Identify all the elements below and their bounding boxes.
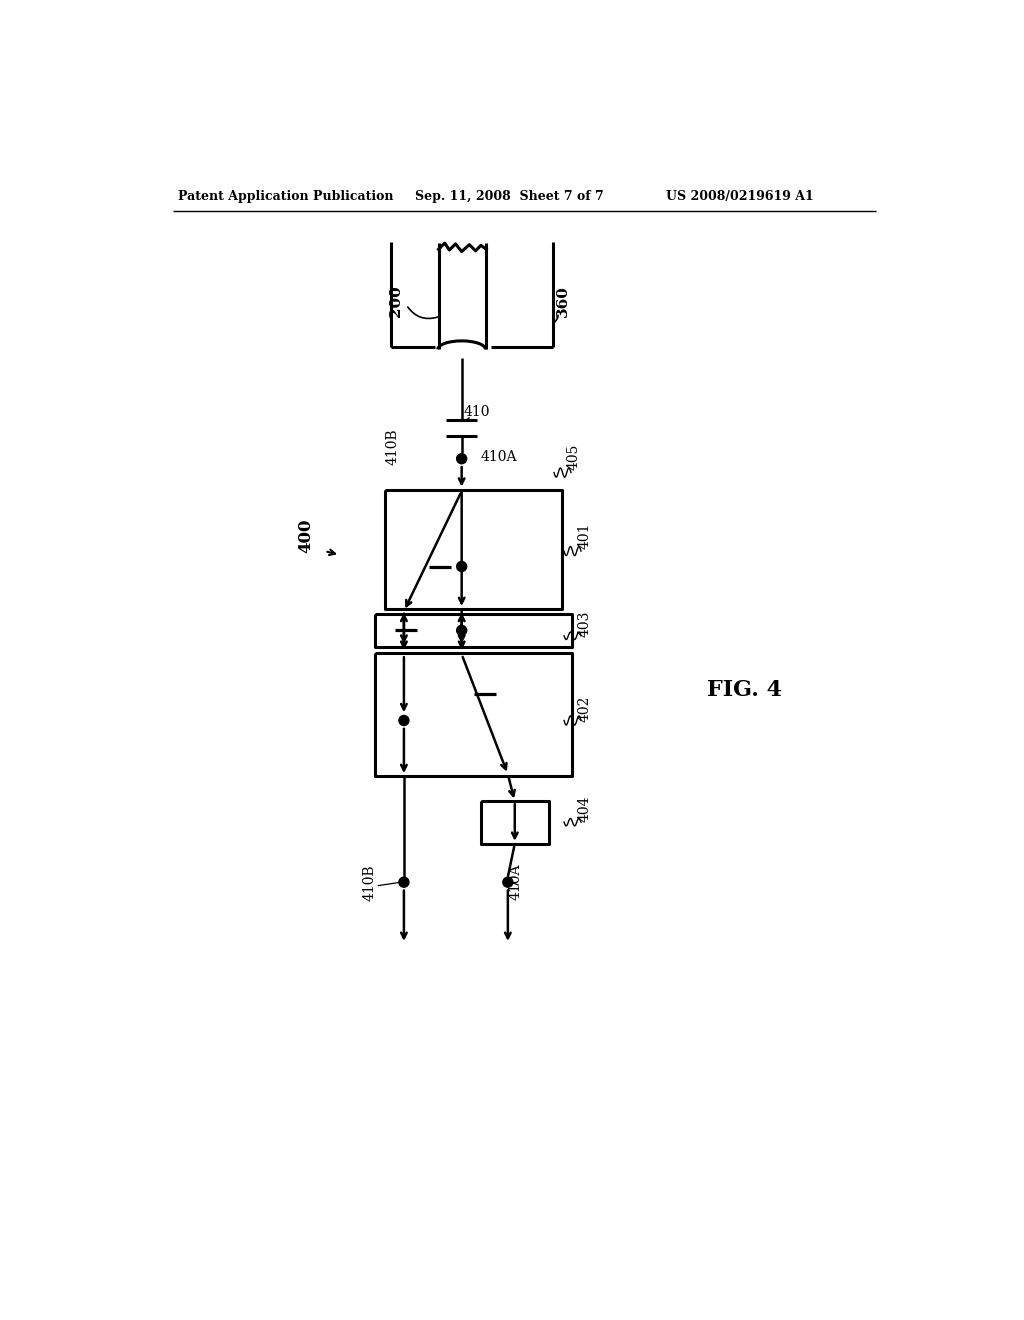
Circle shape — [457, 454, 467, 463]
Text: 400: 400 — [298, 519, 314, 553]
Circle shape — [503, 878, 513, 887]
Text: 410: 410 — [464, 405, 490, 420]
Circle shape — [399, 878, 409, 887]
Text: Sep. 11, 2008  Sheet 7 of 7: Sep. 11, 2008 Sheet 7 of 7 — [416, 190, 604, 203]
Text: 410B: 410B — [385, 429, 399, 466]
Text: 401: 401 — [578, 523, 592, 549]
Text: 402: 402 — [578, 696, 592, 722]
Text: 410B: 410B — [362, 863, 376, 900]
Text: 360: 360 — [556, 285, 570, 317]
Text: 200: 200 — [389, 285, 403, 317]
Circle shape — [399, 715, 409, 726]
Text: Patent Application Publication: Patent Application Publication — [178, 190, 394, 203]
Text: US 2008/0219619 A1: US 2008/0219619 A1 — [666, 190, 813, 203]
Text: 403: 403 — [578, 611, 592, 638]
Circle shape — [457, 561, 467, 572]
Text: 405: 405 — [566, 444, 581, 470]
Text: 410A: 410A — [509, 865, 522, 900]
Text: 410A: 410A — [481, 450, 517, 465]
Text: 404: 404 — [578, 796, 592, 822]
Circle shape — [457, 626, 467, 635]
Text: FIG. 4: FIG. 4 — [707, 678, 781, 701]
